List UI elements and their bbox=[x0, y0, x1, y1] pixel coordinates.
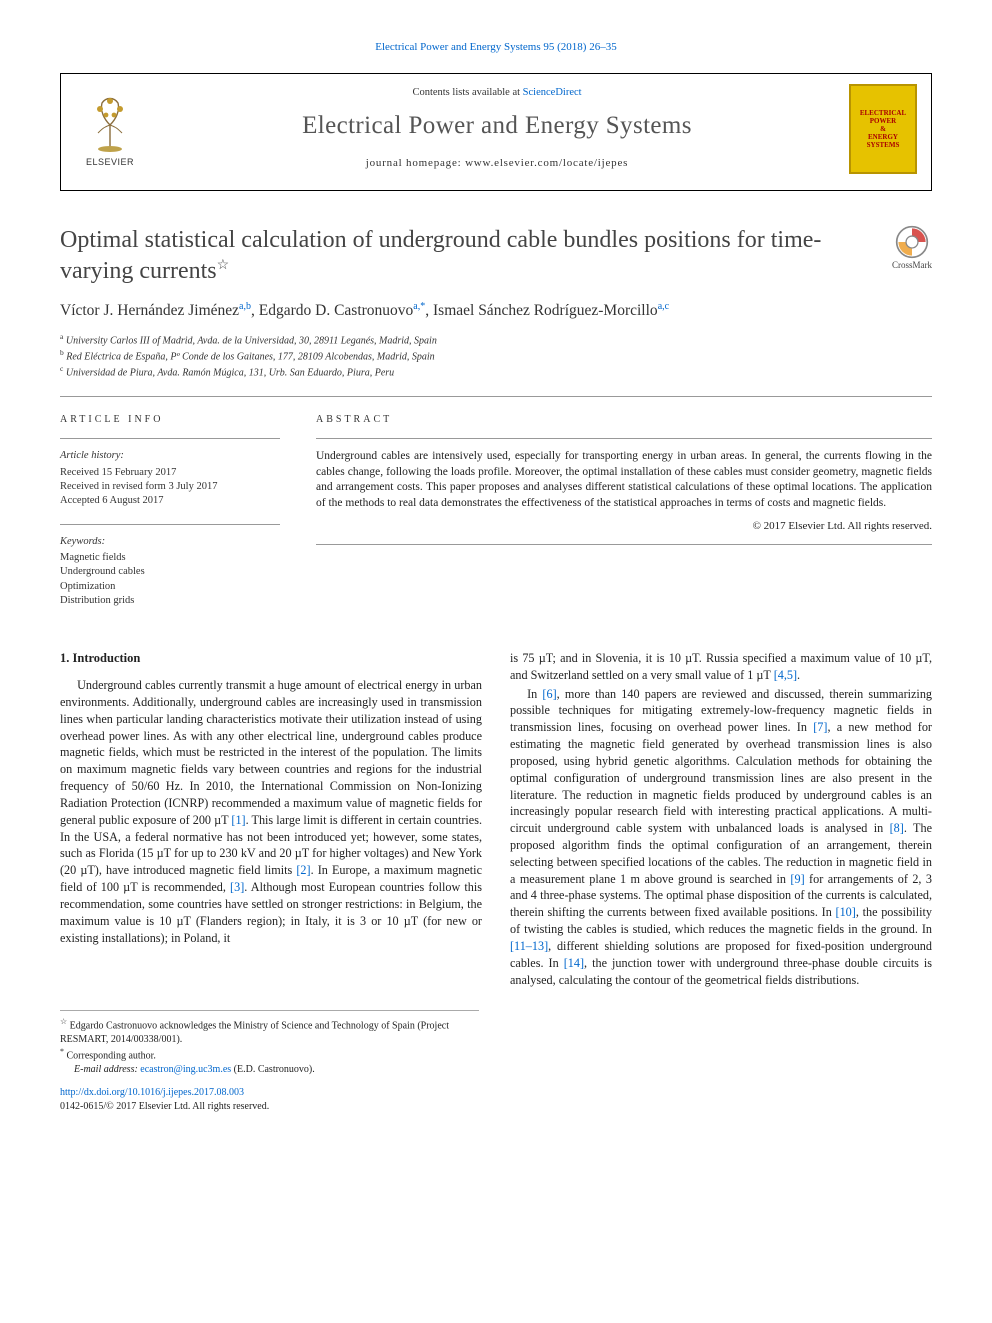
aff-text-a: University Carlos III of Madrid, Avda. d… bbox=[66, 336, 437, 347]
abstract-text: Underground cables are intensively used,… bbox=[316, 449, 932, 511]
footnote-corresponding-text: Corresponding author. bbox=[67, 1050, 156, 1061]
cover-line-1: ELECTRICAL bbox=[860, 109, 906, 117]
email-link[interactable]: ecastron@ing.uc3m.es bbox=[140, 1064, 231, 1075]
article-history: Article history: Received 15 February 20… bbox=[60, 449, 280, 508]
divider bbox=[60, 396, 932, 397]
aff-marker-c: c bbox=[60, 364, 63, 373]
keyword-1: Magnetic fields bbox=[60, 551, 280, 565]
elsevier-logo[interactable]: ELSEVIER bbox=[75, 89, 145, 168]
body-columns: 1. Introduction Underground cables curre… bbox=[60, 650, 932, 991]
affiliations: a University Carlos III of Madrid, Avda.… bbox=[60, 332, 932, 379]
journal-cover[interactable]: ELECTRICAL POWER & ENERGY SYSTEMS bbox=[849, 84, 917, 174]
author-3: Ismael Sánchez Rodríguez-Morcilloa,c bbox=[433, 302, 669, 319]
title-text: Optimal statistical calculation of under… bbox=[60, 227, 821, 284]
cover-line-5: SYSTEMS bbox=[867, 141, 900, 149]
info-abstract-row: ARTICLE INFO Article history: Received 1… bbox=[60, 413, 932, 624]
contents-line: Contents lists available at ScienceDirec… bbox=[163, 86, 831, 100]
author-1: Víctor J. Hernández Jiméneza,b bbox=[60, 302, 251, 319]
abstract-divider bbox=[316, 438, 932, 439]
body-col-left: 1. Introduction Underground cables curre… bbox=[60, 650, 482, 991]
affiliation-b: b Red Eléctrica de España, Pº Conde de l… bbox=[60, 348, 932, 364]
aff-text-c: Universidad de Piura, Avda. Ramón Múgica… bbox=[66, 367, 394, 378]
info-divider bbox=[60, 438, 280, 439]
history-revised: Received in revised form 3 July 2017 bbox=[60, 480, 280, 494]
article-title: Optimal statistical calculation of under… bbox=[60, 225, 874, 286]
info-heading: ARTICLE INFO bbox=[60, 413, 280, 427]
email-paren: (E.D. Castronuovo). bbox=[234, 1064, 315, 1075]
footnote-corresponding: * Corresponding author. bbox=[60, 1047, 479, 1063]
crossmark-icon bbox=[895, 225, 929, 259]
doi-block: http://dx.doi.org/10.1016/j.ijepes.2017.… bbox=[60, 1086, 932, 1113]
journal-homepage[interactable]: journal homepage: www.elsevier.com/locat… bbox=[163, 156, 831, 171]
footnotes: ☆ Edgardo Castronuovo acknowledges the M… bbox=[60, 1010, 479, 1076]
abstract-heading: ABSTRACT bbox=[316, 413, 932, 427]
author-2-name: Edgardo D. Castronuovo bbox=[259, 302, 414, 319]
body-para-1: Underground cables currently transmit a … bbox=[60, 677, 482, 946]
keyword-4: Distribution grids bbox=[60, 594, 280, 608]
authors: Víctor J. Hernández Jiméneza,b, Edgardo … bbox=[60, 300, 932, 322]
footnote-star-text: Edgardo Castronuovo acknowledges the Min… bbox=[60, 1021, 449, 1046]
footnote-star: ☆ Edgardo Castronuovo acknowledges the M… bbox=[60, 1017, 479, 1046]
author-3-aff[interactable]: a,c bbox=[658, 301, 669, 312]
crossmark-badge[interactable]: CrossMark bbox=[892, 225, 932, 271]
journal-title: Electrical Power and Energy Systems bbox=[163, 109, 831, 143]
elsevier-tree-icon bbox=[80, 89, 140, 153]
contents-prefix: Contents lists available at bbox=[412, 87, 522, 98]
footnote-star-marker: ☆ bbox=[60, 1017, 67, 1026]
issn-copyright: 0142-0615/© 2017 Elsevier Ltd. All right… bbox=[60, 1101, 269, 1112]
cover-line-3: & bbox=[880, 125, 886, 133]
affiliation-a: a University Carlos III of Madrid, Avda.… bbox=[60, 332, 932, 348]
keywords-label: Keywords: bbox=[60, 535, 280, 549]
elsevier-wordmark: ELSEVIER bbox=[86, 156, 134, 168]
footnote-email: E-mail address: ecastron@ing.uc3m.es (E.… bbox=[60, 1063, 479, 1077]
history-accepted: Accepted 6 August 2017 bbox=[60, 494, 280, 508]
aff-text-b: Red Eléctrica de España, Pº Conde de los… bbox=[66, 352, 434, 363]
sciencedirect-link[interactable]: ScienceDirect bbox=[523, 87, 582, 98]
abstract: ABSTRACT Underground cables are intensiv… bbox=[316, 413, 932, 624]
body-para-r2: In [6], more than 140 papers are reviewe… bbox=[510, 686, 932, 989]
abstract-copyright: © 2017 Elsevier Ltd. All rights reserved… bbox=[316, 519, 932, 534]
footnote-ast-marker: * bbox=[60, 1047, 64, 1056]
abstract-divider-2 bbox=[316, 544, 932, 545]
doi-link[interactable]: http://dx.doi.org/10.1016/j.ijepes.2017.… bbox=[60, 1087, 244, 1098]
cover-line-4: ENERGY bbox=[868, 133, 898, 141]
article-info: ARTICLE INFO Article history: Received 1… bbox=[60, 413, 280, 624]
author-2: Edgardo D. Castronuovoa,* bbox=[259, 302, 426, 319]
author-2-aff[interactable]: a,* bbox=[413, 301, 425, 312]
author-1-name: Víctor J. Hernández Jiménez bbox=[60, 302, 239, 319]
info-divider-2 bbox=[60, 524, 280, 525]
citation-header[interactable]: Electrical Power and Energy Systems 95 (… bbox=[60, 40, 932, 55]
author-3-name: Ismael Sánchez Rodríguez-Morcillo bbox=[433, 302, 658, 319]
keyword-3: Optimization bbox=[60, 580, 280, 594]
aff-marker-b: b bbox=[60, 348, 64, 357]
aff-marker-a: a bbox=[60, 332, 63, 341]
history-label: Article history: bbox=[60, 449, 280, 463]
masthead: ELSEVIER Contents lists available at Sci… bbox=[60, 73, 932, 191]
body-col-right: is 75 µT; and in Slovenia, it is 10 µT. … bbox=[510, 650, 932, 991]
masthead-center: Contents lists available at ScienceDirec… bbox=[163, 86, 831, 171]
crossmark-label: CrossMark bbox=[892, 259, 932, 271]
keyword-2: Underground cables bbox=[60, 565, 280, 579]
history-received: Received 15 February 2017 bbox=[60, 466, 280, 480]
author-1-aff[interactable]: a,b bbox=[239, 301, 251, 312]
affiliation-c: c Universidad de Piura, Avda. Ramón Múgi… bbox=[60, 364, 932, 380]
cover-line-2: POWER bbox=[870, 117, 896, 125]
email-label: E-mail address: bbox=[74, 1064, 138, 1075]
section-heading-1: 1. Introduction bbox=[60, 650, 482, 667]
keywords-block: Keywords: Magnetic fields Underground ca… bbox=[60, 535, 280, 608]
title-footnote-marker: ☆ bbox=[217, 258, 230, 273]
article-header: Optimal statistical calculation of under… bbox=[60, 225, 932, 380]
body-para-r1: is 75 µT; and in Slovenia, it is 10 µT. … bbox=[510, 650, 932, 684]
